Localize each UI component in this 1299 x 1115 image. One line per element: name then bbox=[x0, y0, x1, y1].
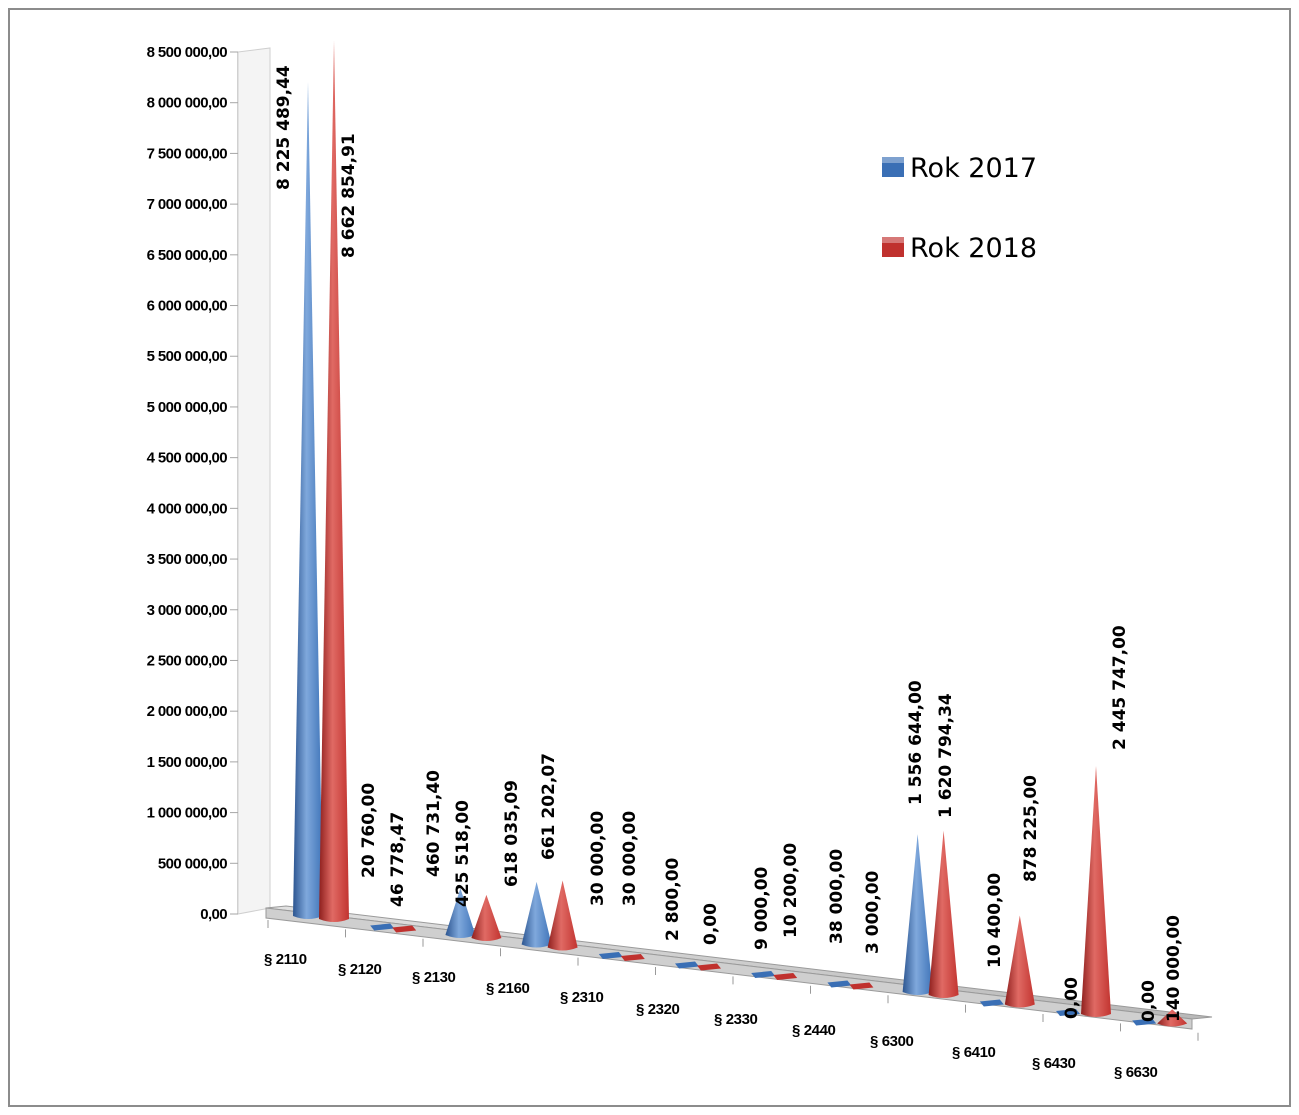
cone-2017-flat bbox=[675, 961, 699, 969]
y-tick-label: 3 000 000,00 bbox=[147, 602, 228, 619]
y-tick-label: 7 000 000,00 bbox=[147, 196, 228, 213]
x-category-label: § 2330 bbox=[714, 1011, 758, 1028]
y-tick-label: 5 000 000,00 bbox=[147, 399, 228, 416]
legend-swatch-2018 bbox=[882, 237, 904, 257]
data-label-2018: 140 000,00 bbox=[1164, 915, 1184, 1022]
data-label-2018: 46 778,47 bbox=[388, 812, 408, 907]
chart-frame: 0,00 500 000,00 1 000 000,00 1 500 000,00 2 … bbox=[8, 8, 1291, 1107]
cone-2017-flat bbox=[827, 980, 852, 988]
cone-2018 bbox=[1004, 915, 1035, 1008]
y-tick-label: 2 500 000,00 bbox=[147, 652, 228, 669]
data-label-2017: 2 800,00 bbox=[663, 857, 683, 941]
cone-2017-flat bbox=[979, 999, 1004, 1007]
data-label-2018: 30 000,00 bbox=[620, 811, 640, 906]
x-category-label: § 6300 bbox=[870, 1033, 914, 1050]
back-wall bbox=[237, 47, 271, 915]
y-tick-label: 7 500 000,00 bbox=[147, 145, 228, 162]
y-tick-label: 1 000 000,00 bbox=[147, 805, 228, 822]
y-tick-label: 2 000 000,00 bbox=[147, 703, 228, 720]
data-label-2018: 661 202,07 bbox=[539, 753, 559, 860]
cone-2017 bbox=[445, 888, 476, 938]
y-tick-label: 0,00 bbox=[200, 906, 227, 923]
data-label-2018: 10 200,00 bbox=[781, 843, 801, 938]
data-label-2017: 20 760,00 bbox=[359, 783, 379, 878]
data-label-2018: 2 445 747,00 bbox=[1110, 625, 1130, 750]
y-tick-label: 8 500 000,00 bbox=[147, 44, 228, 61]
x-category-label: § 6430 bbox=[1032, 1055, 1076, 1072]
y-tick-label: 4 500 000,00 bbox=[147, 450, 228, 467]
cone-2018 bbox=[319, 40, 349, 922]
data-label-2017: 10 400,00 bbox=[985, 873, 1005, 968]
x-category-label: § 2130 bbox=[412, 969, 456, 986]
y-tick-label: 6 500 000,00 bbox=[147, 247, 228, 264]
data-label-2018: 1 620 794,34 bbox=[936, 693, 956, 818]
data-label-2018: 0,00 bbox=[701, 903, 721, 945]
cone-2018 bbox=[1081, 765, 1111, 1017]
data-label-2018: 8 662 854,91 bbox=[339, 133, 359, 258]
y-tick-label: 3 500 000,00 bbox=[147, 551, 228, 568]
data-label-2017: 460 731,40 bbox=[424, 770, 444, 877]
x-category-label: § 2440 bbox=[792, 1022, 836, 1039]
data-label-2018: 878 225,00 bbox=[1021, 775, 1041, 882]
data-label-2017: 8 225 489,44 bbox=[274, 65, 294, 190]
data-label-2017: 0,00 bbox=[1062, 977, 1082, 1019]
y-tick-label: 6 000 000,00 bbox=[147, 298, 228, 315]
cone-2017-flat bbox=[1056, 1009, 1080, 1016]
data-label-2017: 1 556 644,00 bbox=[906, 680, 926, 805]
cone-2017-flat bbox=[751, 971, 776, 978]
cone-bar-chart: 0,00 500 000,00 1 000 000,00 1 500 000,00 2 … bbox=[147, 40, 1213, 1081]
cone-2017 bbox=[293, 81, 323, 919]
legend-swatch-2017 bbox=[882, 157, 904, 177]
cone-2017-flat bbox=[1132, 1018, 1157, 1026]
x-category-label: § 2310 bbox=[560, 989, 604, 1006]
cone-2017 bbox=[902, 834, 933, 995]
cone-2018-flat bbox=[620, 954, 645, 961]
x-category-label: § 2320 bbox=[636, 1001, 680, 1018]
cone-2018-flat bbox=[849, 982, 874, 990]
cone-2018-flat bbox=[697, 963, 721, 971]
cone-2018 bbox=[471, 894, 502, 941]
cone-2018 bbox=[547, 880, 578, 951]
data-label-2018: 425 518,00 bbox=[453, 800, 473, 907]
x-category-label: § 2160 bbox=[486, 980, 530, 997]
data-label-2017: 38 000,00 bbox=[827, 849, 847, 944]
y-tick-label: 1 500 000,00 bbox=[147, 754, 228, 771]
cone-2017 bbox=[521, 881, 552, 948]
data-label-2017: 618 035,09 bbox=[502, 780, 522, 887]
cone-2018-flat bbox=[392, 925, 417, 933]
y-tick-label: 5 500 000,00 bbox=[147, 348, 228, 365]
legend-item: Rok 2017 bbox=[882, 153, 1037, 184]
y-tick-label: 8 000 000,00 bbox=[147, 95, 228, 112]
cone-2017-flat bbox=[370, 923, 395, 931]
x-category-label: § 2120 bbox=[338, 961, 382, 978]
cone-2018 bbox=[928, 830, 959, 998]
x-category-label: § 6410 bbox=[952, 1044, 996, 1061]
data-label-2017: 30 000,00 bbox=[588, 811, 608, 906]
legend-label: Rok 2018 bbox=[910, 233, 1037, 264]
data-label-2017: 9 000,00 bbox=[752, 866, 772, 950]
x-category-label: § 2110 bbox=[264, 951, 307, 968]
cone-2018-flat bbox=[773, 973, 798, 980]
x-category-label: § 6630 bbox=[1114, 1064, 1158, 1081]
legend-item: Rok 2018 bbox=[882, 233, 1037, 264]
cone-2018 bbox=[1157, 1009, 1188, 1027]
data-label-2017: 0,00 bbox=[1139, 980, 1159, 1022]
cone-2017-flat bbox=[598, 952, 623, 959]
data-label-2018: 3 000,00 bbox=[863, 870, 883, 954]
y-tick-label: 500 000,00 bbox=[158, 855, 227, 872]
y-tick-label: 4 000 000,00 bbox=[147, 500, 228, 517]
legend-label: Rok 2017 bbox=[910, 153, 1037, 184]
